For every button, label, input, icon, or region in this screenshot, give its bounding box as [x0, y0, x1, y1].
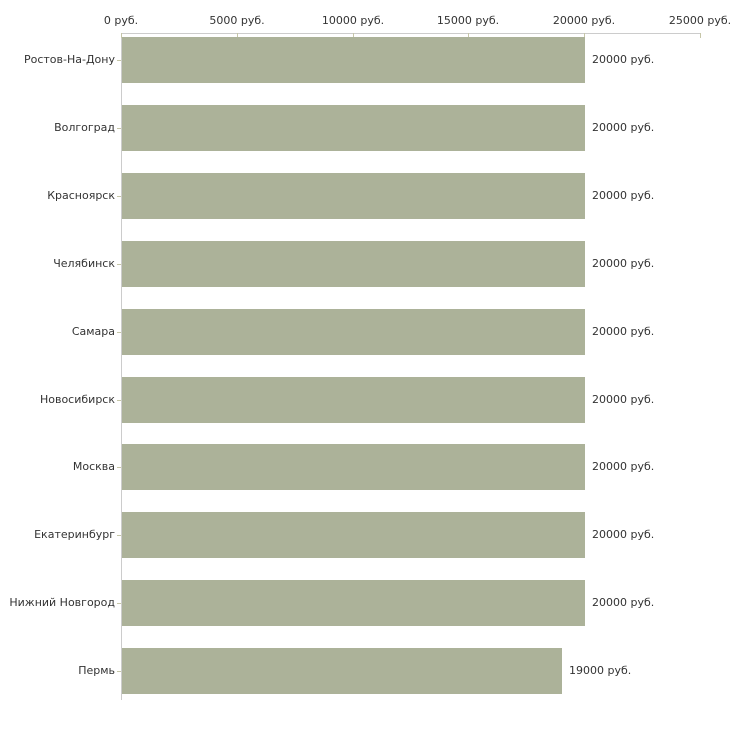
x-axis-tick: [584, 33, 585, 38]
category-tick: [117, 128, 121, 129]
category-tick: [117, 535, 121, 536]
bar: [122, 580, 585, 626]
bar: [122, 241, 585, 287]
bar: [122, 309, 585, 355]
x-axis-tick-label: 10000 руб.: [321, 14, 385, 27]
x-axis-tick: [121, 33, 122, 38]
value-label: 20000 руб.: [592, 393, 655, 406]
category-tick: [117, 332, 121, 333]
category-label: Волгоград: [54, 121, 115, 134]
value-label: 20000 руб.: [592, 325, 655, 338]
category-tick: [117, 400, 121, 401]
x-axis-line: [121, 33, 701, 34]
category-label: Красноярск: [47, 189, 115, 202]
value-label: 20000 руб.: [592, 53, 655, 66]
category-label: Пермь: [78, 664, 115, 677]
x-axis-tick: [237, 33, 238, 38]
bar: [122, 512, 585, 558]
bar: [122, 173, 585, 219]
value-label: 20000 руб.: [592, 528, 655, 541]
value-label: 20000 руб.: [592, 257, 655, 270]
category-label: Челябинск: [53, 257, 115, 270]
category-tick: [117, 264, 121, 265]
x-axis-tick: [468, 33, 469, 38]
category-label: Нижний Новгород: [9, 596, 115, 609]
bar: [122, 105, 585, 151]
value-label: 20000 руб.: [592, 596, 655, 609]
x-axis-tick-label: 20000 руб.: [552, 14, 616, 27]
y-axis-line: [121, 33, 122, 700]
x-axis-tick-label: 5000 руб.: [209, 14, 265, 27]
bar: [122, 37, 585, 83]
x-axis-tick-label: 15000 руб.: [436, 14, 500, 27]
bar: [122, 444, 585, 490]
category-tick: [117, 467, 121, 468]
bar: [122, 648, 562, 694]
category-tick: [117, 60, 121, 61]
category-label: Екатеринбург: [34, 528, 115, 541]
value-label: 19000 руб.: [569, 664, 632, 677]
value-label: 20000 руб.: [592, 189, 655, 202]
x-axis-tick-label: 0 руб.: [103, 14, 139, 27]
category-label: Москва: [72, 460, 115, 473]
x-axis-tick: [353, 33, 354, 38]
value-label: 20000 руб.: [592, 121, 655, 134]
category-label: Ростов-На-Дону: [23, 53, 115, 66]
x-axis-tick-label: 25000 руб.: [668, 14, 730, 27]
category-tick: [117, 671, 121, 672]
category-label: Самара: [71, 325, 115, 338]
category-tick: [117, 603, 121, 604]
bar: [122, 377, 585, 423]
category-tick: [117, 196, 121, 197]
value-label: 20000 руб.: [592, 460, 655, 473]
x-axis-tick: [700, 33, 701, 38]
category-label: Новосибирск: [39, 393, 115, 406]
